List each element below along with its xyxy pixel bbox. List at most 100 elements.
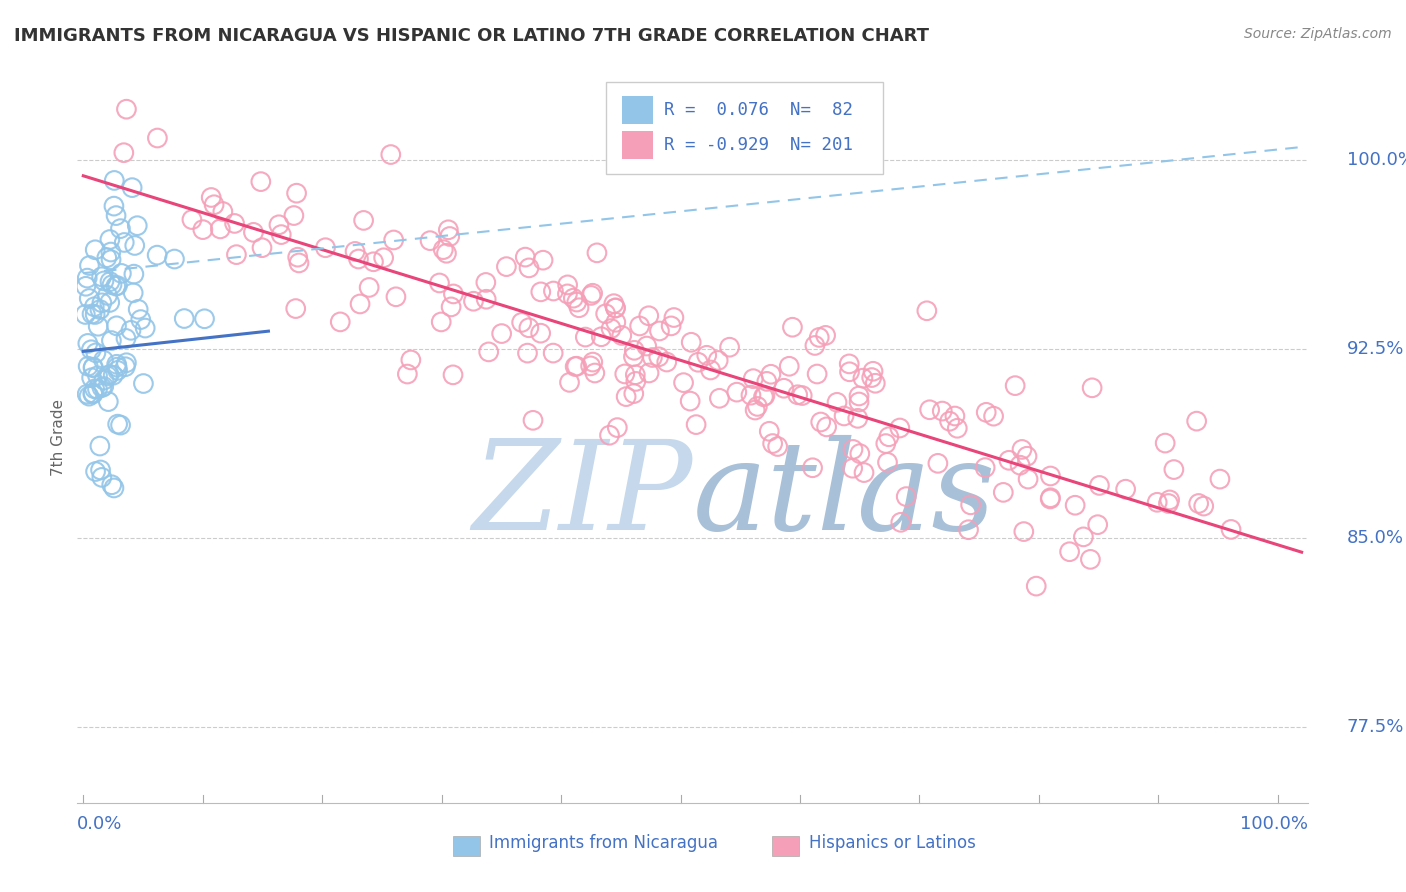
Point: [762, 436, 785, 450]
Point: [98, 233, 121, 247]
Point: [1163, 462, 1185, 476]
Point: [127, 302, 149, 317]
Point: [517, 320, 540, 334]
Text: 100.0%: 100.0%: [1347, 151, 1406, 169]
Point: [98, 275, 121, 289]
Point: [103, 173, 125, 187]
Point: [1010, 458, 1032, 473]
Point: [89, 439, 111, 453]
Point: [522, 413, 544, 427]
Point: [385, 290, 408, 304]
Point: [1154, 436, 1177, 450]
Point: [163, 252, 186, 266]
Point: [742, 372, 765, 386]
Text: 100.0%: 100.0%: [1240, 815, 1308, 833]
Point: [93, 353, 115, 368]
Point: [707, 353, 730, 368]
Point: [1011, 442, 1033, 457]
Point: [288, 256, 311, 270]
Point: [79, 259, 101, 273]
Point: [103, 199, 125, 213]
Point: [623, 350, 645, 364]
Point: [1088, 478, 1111, 492]
Point: [876, 455, 898, 469]
Point: [1025, 579, 1047, 593]
Point: [543, 284, 565, 298]
Point: [1115, 482, 1137, 496]
Point: [93, 274, 115, 288]
Point: [1064, 498, 1087, 512]
Point: [810, 415, 832, 429]
Point: [115, 356, 138, 370]
Point: [801, 460, 824, 475]
Point: [97, 394, 120, 409]
Point: [1080, 552, 1102, 566]
Point: [510, 315, 533, 329]
Point: [439, 229, 461, 244]
Point: [579, 359, 602, 373]
Point: [610, 328, 633, 343]
Point: [993, 485, 1015, 500]
Point: [284, 301, 307, 316]
Point: [782, 320, 804, 334]
Point: [396, 367, 419, 381]
Point: [87, 319, 110, 334]
Point: [747, 400, 769, 414]
Point: [75, 279, 97, 293]
Point: [744, 403, 766, 417]
Point: [107, 363, 129, 377]
Point: [599, 428, 621, 442]
Point: [846, 411, 869, 425]
Point: [77, 359, 100, 374]
Point: [1192, 499, 1215, 513]
Point: [225, 247, 247, 261]
Point: [838, 365, 860, 379]
Point: [75, 308, 97, 322]
Point: [100, 334, 122, 348]
Point: [915, 303, 938, 318]
Point: [82, 387, 104, 401]
Point: [613, 367, 636, 381]
Point: [432, 243, 454, 257]
Point: [648, 350, 671, 364]
Point: [76, 387, 98, 401]
Text: IMMIGRANTS FROM NICARAGUA VS HISPANIC OR LATINO 7TH GRADE CORRELATION CHART: IMMIGRANTS FROM NICARAGUA VS HISPANIC OR…: [14, 27, 929, 45]
Text: Source: ZipAtlas.com: Source: ZipAtlas.com: [1244, 27, 1392, 41]
Point: [267, 218, 290, 232]
Point: [591, 330, 613, 344]
Point: [1157, 496, 1180, 510]
Point: [877, 430, 900, 444]
Point: [860, 370, 883, 384]
Point: [778, 359, 800, 374]
Point: [696, 348, 718, 362]
Point: [815, 420, 838, 434]
Point: [655, 355, 678, 369]
Point: [90, 269, 112, 284]
Point: [1159, 492, 1181, 507]
Point: [440, 300, 463, 314]
Point: [530, 326, 553, 341]
Text: 0.0%: 0.0%: [77, 815, 122, 833]
Point: [517, 260, 540, 275]
Point: [659, 318, 682, 333]
Point: [105, 360, 128, 375]
Point: [97, 368, 120, 383]
Point: [1146, 495, 1168, 509]
Point: [605, 301, 627, 315]
Point: [931, 404, 953, 418]
Point: [853, 466, 876, 480]
Point: [129, 312, 152, 326]
Point: [832, 409, 855, 423]
Point: [491, 326, 513, 341]
Point: [84, 465, 107, 479]
Point: [582, 286, 605, 301]
Point: [107, 417, 129, 431]
Point: [112, 235, 135, 250]
Point: [96, 288, 118, 302]
Point: [344, 244, 367, 259]
Point: [564, 359, 586, 374]
Point: [875, 436, 897, 450]
Point: [595, 307, 617, 321]
Point: [1188, 496, 1211, 510]
Point: [699, 363, 721, 377]
